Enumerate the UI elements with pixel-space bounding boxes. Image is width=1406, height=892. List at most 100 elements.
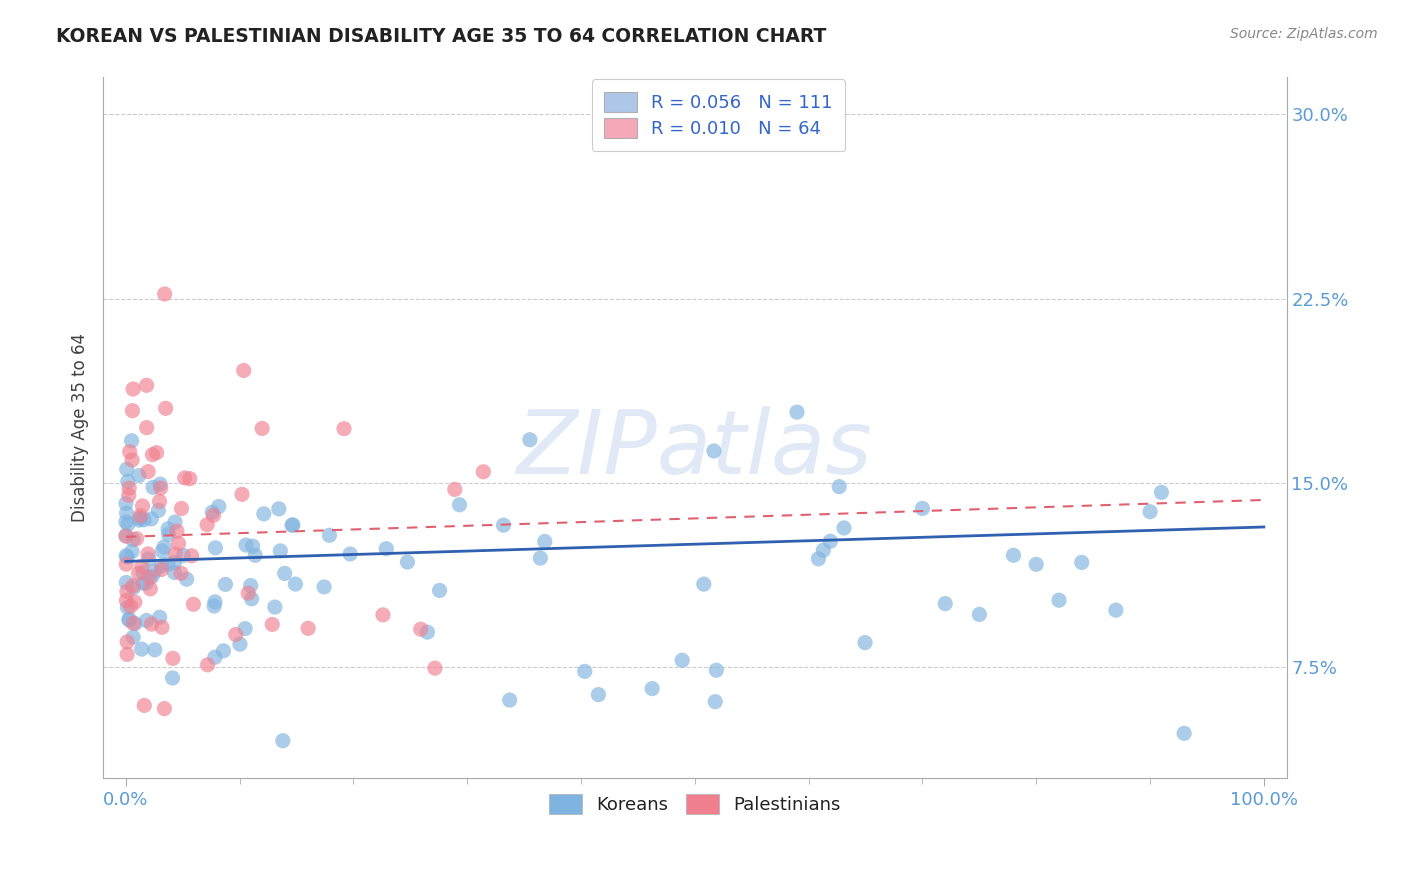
Point [134,698,156,713]
Point [1047,593,1070,607]
Point [125,532,148,546]
Point [472,465,495,479]
Point [129,508,152,523]
Point [128,566,150,581]
Point [1173,726,1195,740]
Point [163,556,186,570]
Point [128,468,150,483]
Point [162,651,184,665]
Point [529,551,551,566]
Point [214,577,236,591]
Point [807,551,830,566]
Point [429,583,451,598]
Point [149,481,172,495]
Point [143,642,166,657]
Point [115,462,138,476]
Point [693,577,716,591]
Point [118,613,141,627]
Point [115,496,138,510]
Point [156,558,179,572]
Point [231,487,253,501]
Point [934,597,956,611]
Point [122,630,145,644]
Point [423,661,446,675]
Point [533,534,555,549]
Point [195,517,218,532]
Point [128,513,150,527]
Point [115,648,138,662]
Point [212,644,235,658]
Point [153,540,176,554]
Point [339,547,361,561]
Point [232,363,254,377]
Legend: Koreans, Palestinians: Koreans, Palestinians [538,783,852,824]
Point [163,566,186,580]
Point [396,555,419,569]
Point [671,653,693,667]
Point [267,502,290,516]
Point [121,434,143,448]
Point [641,681,664,696]
Point [145,445,167,459]
Point [250,421,273,435]
Point [318,528,340,542]
Point [153,287,176,301]
Point [115,506,138,520]
Point [588,688,610,702]
Point [141,448,163,462]
Point [238,586,260,600]
Point [284,577,307,591]
Point [135,614,157,628]
Point [115,549,138,563]
Point [139,582,162,596]
Point [132,576,155,591]
Point [704,663,727,677]
Point [138,552,160,566]
Text: Source: ZipAtlas.com: Source: ZipAtlas.com [1230,27,1378,41]
Point [150,558,173,573]
Point [122,579,145,593]
Point [179,472,201,486]
Point [245,548,267,562]
Point [176,572,198,586]
Point [121,403,143,417]
Point [122,581,145,595]
Point [208,500,231,514]
Point [121,544,143,558]
Point [122,533,145,547]
Point [813,543,835,558]
Point [131,559,153,574]
Point [118,612,141,626]
Point [202,508,225,523]
Point [204,595,226,609]
Point [416,625,439,640]
Point [131,642,153,657]
Point [263,600,285,615]
Point [148,503,170,517]
Point [136,465,159,479]
Point [143,565,166,579]
Point [118,488,141,502]
Point [375,541,398,556]
Point [183,597,205,611]
Point [1105,603,1128,617]
Point [271,733,294,747]
Point [122,382,145,396]
Point [832,521,855,535]
Point [820,534,842,549]
Point [115,593,138,607]
Point [242,539,264,553]
Point [297,621,319,635]
Point [132,513,155,527]
Point [141,569,163,583]
Point [115,584,138,599]
Point [157,527,180,541]
Point [120,599,142,614]
Point [117,600,139,615]
Point [225,627,247,641]
Point [135,420,157,434]
Point [135,378,157,392]
Point [492,518,515,533]
Point [229,637,252,651]
Point [115,528,138,542]
